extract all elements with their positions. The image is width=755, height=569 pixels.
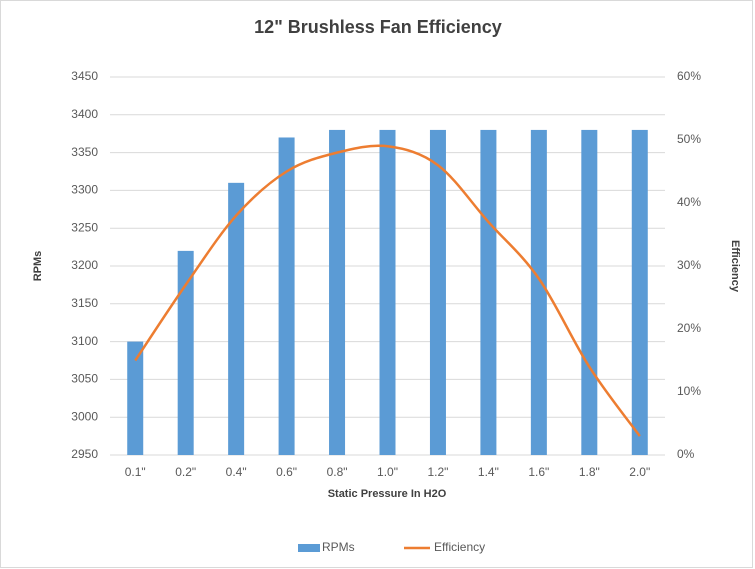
y2-tick-label: 20%: [677, 321, 701, 335]
x-axis-title: Static Pressure In H2O: [328, 488, 447, 500]
y2-tick-label: 50%: [677, 132, 701, 146]
bar: [228, 182, 245, 455]
bar: [329, 129, 346, 456]
y-tick-label: 3300: [71, 183, 98, 197]
x-tick-label: 0.6": [276, 465, 297, 479]
bar: [278, 137, 295, 456]
y2-tick-label: 0%: [677, 447, 695, 461]
y-tick-label: 3100: [71, 334, 98, 348]
y2-tick-label: 40%: [677, 195, 701, 209]
legend-swatch: [298, 544, 320, 552]
line: [134, 144, 641, 437]
x-tick-label: 2.0": [629, 465, 650, 479]
y-tick-label: 3050: [71, 372, 98, 386]
y2-tick-label: 30%: [677, 258, 701, 272]
x-tick-label: 1.8": [579, 465, 600, 479]
bar: [631, 129, 648, 456]
bar: [429, 129, 446, 456]
y-tick-label: 3200: [71, 258, 98, 272]
y2-tick-label: 10%: [677, 384, 701, 398]
x-tick-label: 1.6": [528, 465, 549, 479]
x-tick-label: 0.1": [125, 465, 146, 479]
y-tick-label: 2950: [71, 447, 98, 461]
y-tick-label: 3250: [71, 220, 98, 234]
y-tick-label: 3000: [71, 409, 98, 423]
bar: [379, 129, 396, 456]
y2-axis-title: Efficiency: [729, 240, 741, 293]
chart-title: 12" Brushless Fan Efficiency: [254, 17, 502, 37]
legend-label: Efficiency: [434, 540, 485, 554]
x-tick-label: 0.8": [327, 465, 348, 479]
y-tick-label: 3450: [71, 69, 98, 83]
bar: [530, 129, 547, 456]
y-tick-label: 3150: [71, 296, 98, 310]
bar: [480, 129, 497, 456]
y2-tick-label: 60%: [677, 69, 701, 83]
x-tick-label: 0.4": [226, 465, 247, 479]
bar: [177, 250, 194, 455]
bar: [127, 341, 144, 455]
x-tick-label: 1.4": [478, 465, 499, 479]
x-tick-label: 0.2": [175, 465, 196, 479]
y-tick-label: 3400: [71, 107, 98, 121]
y-axis-title: RPMs: [32, 251, 44, 282]
x-tick-label: 1.0": [377, 465, 398, 479]
legend-label: RPMs: [322, 540, 355, 554]
y-tick-label: 3350: [71, 145, 98, 159]
x-tick-label: 1.2": [427, 465, 448, 479]
bar: [581, 129, 598, 456]
